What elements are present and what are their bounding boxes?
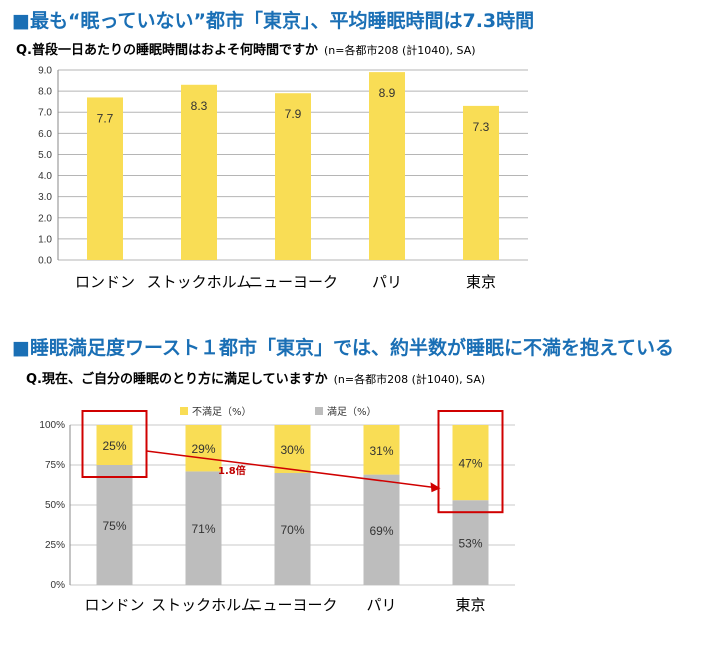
y-tick-label: 6.0	[38, 129, 52, 140]
comparison-arrow-line	[146, 450, 433, 488]
data-label: 31%	[369, 444, 393, 458]
data-label: 69%	[369, 524, 393, 538]
legend-swatch	[315, 407, 323, 415]
data-label: 7.9	[285, 107, 302, 121]
y-tick-label: 3.0	[38, 192, 52, 203]
question-note: (n=各都市208 (計1040), SA)	[324, 44, 476, 57]
data-label: 25%	[102, 439, 126, 453]
data-label: 29%	[191, 442, 215, 456]
bar-satisfied	[274, 473, 311, 585]
data-label: 53%	[458, 537, 482, 551]
y-tick-label: 50%	[45, 500, 65, 511]
data-label: 7.7	[97, 111, 114, 125]
y-tick-label: 0%	[51, 580, 66, 591]
x-tick-label: ロンドン	[84, 596, 144, 614]
bar-satisfied	[363, 474, 400, 585]
question-note: (n=各都市208 (計1040), SA)	[333, 373, 486, 386]
bar	[463, 105, 499, 260]
x-tick-label: ニューヨーク	[247, 596, 337, 614]
bar-satisfied	[185, 471, 222, 585]
x-tick-label: ニューヨーク	[248, 273, 338, 291]
y-tick-label: 4.0	[38, 171, 52, 182]
section2-heading: ■睡眠満足度ワースト１都市「東京」では、約半数が睡眠に不満を抱えている	[12, 337, 675, 359]
bar-unsatisfied	[274, 425, 311, 473]
x-tick-label: パリ	[372, 273, 402, 291]
bar	[181, 84, 217, 261]
y-tick-label: 25%	[45, 540, 65, 551]
y-tick-label: 1.0	[38, 234, 52, 245]
y-tick-label: 100%	[39, 420, 65, 431]
bar-unsatisfied	[363, 425, 400, 475]
y-tick-label: 0.0	[38, 256, 52, 267]
highlight-box	[81, 410, 148, 478]
section1-heading: ■最も“眠っていない”都市「東京」、平均睡眠時間は7.3時間	[12, 10, 535, 32]
x-tick-label: 東京	[466, 273, 496, 291]
data-label: 7.3	[473, 120, 490, 134]
y-tick-label: 7.0	[38, 108, 52, 119]
x-tick-label: ストックホルム	[151, 596, 256, 614]
legend-label: 不満足（%）	[192, 406, 252, 418]
data-label: 71%	[191, 522, 215, 536]
data-label: 30%	[280, 443, 304, 457]
question-text: Q.現在、ご自分の睡眠のとり方に満足していますか	[26, 372, 328, 387]
comparison-arrowhead	[430, 482, 441, 493]
sleep-satisfaction-chart: 0% 25% 50% 75% 100% 不満足（%） 満足（%） 75% 25% ロンドン 71% 2…	[39, 406, 515, 614]
legend-label: 満足（%）	[327, 406, 377, 418]
section2-question: Q.現在、ご自分の睡眠のとり方に満足していますか (n=各都市208 (計1040…	[26, 368, 485, 387]
x-tick-label: 東京	[455, 596, 485, 614]
y-tick-label: 5.0	[38, 150, 52, 161]
bar	[369, 72, 405, 260]
x-tick-label: ストックホルム	[147, 273, 252, 291]
x-tick-label: パリ	[366, 596, 396, 614]
highlight-box	[437, 410, 504, 514]
question-text: Q.普段一日あたりの睡眠時間はおよそ何時間ですか	[16, 43, 318, 58]
y-tick-label: 2.0	[38, 213, 52, 224]
ratio-annotation: 1.8倍	[218, 464, 246, 477]
y-tick-label: 9.0	[38, 66, 52, 77]
bar-unsatisfied	[452, 425, 489, 501]
bar	[87, 97, 123, 260]
data-label: 75%	[102, 519, 126, 533]
section1-question: Q.普段一日あたりの睡眠時間はおよそ何時間ですか (n=各都市208 (計1040…	[16, 39, 476, 58]
y-tick-label: 8.0	[38, 87, 52, 98]
bar-unsatisfied	[96, 425, 133, 465]
x-tick-label: ロンドン	[75, 273, 135, 291]
data-label: 70%	[280, 523, 304, 537]
bar-unsatisfied	[185, 425, 222, 472]
bar-satisfied	[96, 465, 133, 585]
sleep-hours-chart: 0.0 1.0 2.0 3.0 4.0 5.0 6.0 7.0 8.0 9.0 7.7 ロンドン 8.3…	[38, 66, 528, 291]
data-label: 47%	[458, 457, 482, 471]
legend-swatch	[180, 407, 188, 415]
data-label: 8.3	[191, 99, 208, 113]
data-label: 8.9	[379, 86, 396, 100]
bar-satisfied	[452, 500, 489, 585]
y-tick-label: 75%	[45, 460, 65, 471]
bar	[275, 93, 311, 260]
